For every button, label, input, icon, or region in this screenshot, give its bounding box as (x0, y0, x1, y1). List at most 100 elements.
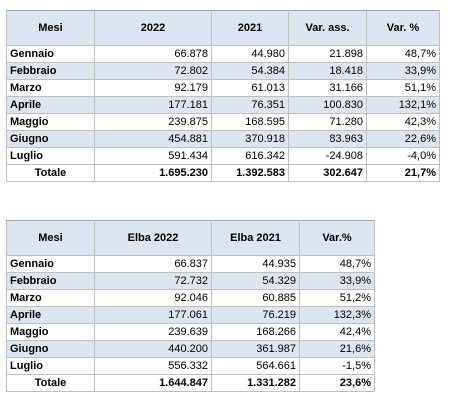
cell-value: 33,9% (366, 62, 440, 80)
table-total-row: Totale 1.695.230 1.392.583 302.647 21,7% (6, 164, 440, 182)
cell-value: 21.898 (288, 45, 367, 63)
cell-total-value: 302.647 (288, 164, 367, 182)
cell-value: 54.384 (211, 62, 289, 80)
table-row: Gennaio 66.878 44.980 21.898 48,7% (6, 45, 440, 63)
cell-value: 33,9% (299, 272, 375, 290)
cell-value: 18.418 (288, 62, 367, 80)
cell-value: 76.351 (211, 96, 289, 114)
column-header-2021: 2021 (211, 10, 289, 46)
cell-value: -4,0% (366, 147, 440, 165)
cell-value: 370.918 (211, 130, 289, 148)
cell-month: Marzo (6, 79, 95, 97)
cell-value: -1,5% (299, 357, 375, 375)
cell-value: 132,1% (366, 96, 440, 114)
cell-value: 76.219 (211, 306, 300, 324)
table-row: Febbraio 72.732 54.329 33,9% (6, 272, 375, 290)
cell-value: 239.639 (94, 323, 212, 341)
cell-value: 92.046 (94, 289, 212, 307)
cell-total-label: Totale (6, 164, 95, 182)
cell-total-value: 23,6% (299, 374, 375, 392)
cell-month: Aprile (6, 306, 95, 324)
cell-value: 22,6% (366, 130, 440, 148)
table-row: Marzo 92.046 60.885 51,2% (6, 289, 375, 307)
cell-total-value: 1.331.282 (211, 374, 300, 392)
cell-total-value: 1.644.847 (94, 374, 212, 392)
table-header-row: Mesi Elba 2022 Elba 2021 Var.% (6, 220, 375, 256)
cell-month: Maggio (6, 323, 95, 341)
column-header-var-ass: Var. ass. (288, 10, 367, 46)
table-total-row: Totale 1.644.847 1.331.282 23,6% (6, 374, 375, 392)
table-row: Giugno 454.881 370.918 83.963 22,6% (6, 130, 440, 148)
cell-value: 361.987 (211, 340, 300, 358)
cell-value: 83.963 (288, 130, 367, 148)
cell-total-value: 1.695.230 (94, 164, 212, 182)
cell-month: Marzo (6, 289, 95, 307)
cell-value: 132,3% (299, 306, 375, 324)
cell-value: 54.329 (211, 272, 300, 290)
cell-value: 31.166 (288, 79, 367, 97)
cell-value: 168.595 (211, 113, 289, 131)
cell-value: 72.732 (94, 272, 212, 290)
table-row: Maggio 239.639 168.266 42,4% (6, 323, 375, 341)
cell-value: 44.980 (211, 45, 289, 63)
table-monthly-comparison: Mesi 2022 2021 Var. ass. Var. % Gennaio … (6, 10, 440, 182)
cell-value: 454.881 (94, 130, 212, 148)
cell-total-label: Totale (6, 374, 95, 392)
table-row: Luglio 556.332 564.661 -1,5% (6, 357, 375, 375)
cell-value: 61.013 (211, 79, 289, 97)
cell-value: 177.181 (94, 96, 212, 114)
cell-value: 177.061 (94, 306, 212, 324)
cell-value: 21,6% (299, 340, 375, 358)
cell-value: 92.179 (94, 79, 212, 97)
cell-total-value: 21,7% (366, 164, 440, 182)
table-row: Gennaio 66.837 44.935 48,7% (6, 255, 375, 273)
cell-month: Luglio (6, 357, 95, 375)
table-row: Aprile 177.061 76.219 132,3% (6, 306, 375, 324)
cell-value: 66.837 (94, 255, 212, 273)
cell-month: Gennaio (6, 255, 95, 273)
cell-month: Febbraio (6, 62, 95, 80)
cell-value: 44.935 (211, 255, 300, 273)
cell-value: 440.200 (94, 340, 212, 358)
table-header-row: Mesi 2022 2021 Var. ass. Var. % (6, 10, 440, 46)
table-row: Giugno 440.200 361.987 21,6% (6, 340, 375, 358)
column-header-var-pct: Var.% (299, 220, 375, 256)
column-header-2022: 2022 (94, 10, 212, 46)
cell-month: Gennaio (6, 45, 95, 63)
cell-value: 100.830 (288, 96, 367, 114)
cell-month: Giugno (6, 130, 95, 148)
cell-value: 168.266 (211, 323, 300, 341)
cell-value: 564.661 (211, 357, 300, 375)
cell-value: 48,7% (299, 255, 375, 273)
cell-value: 591.434 (94, 147, 212, 165)
cell-month: Luglio (6, 147, 95, 165)
cell-value: 72.802 (94, 62, 212, 80)
cell-value: 48,7% (366, 45, 440, 63)
column-header-elba-2021: Elba 2021 (211, 220, 300, 256)
cell-total-value: 1.392.583 (211, 164, 289, 182)
table-row: Marzo 92.179 61.013 31.166 51,1% (6, 79, 440, 97)
cell-value: 60.885 (211, 289, 300, 307)
cell-value: -24.908 (288, 147, 367, 165)
cell-month: Febbraio (6, 272, 95, 290)
table-row: Maggio 239.875 168.595 71.280 42,3% (6, 113, 440, 131)
cell-value: 556.332 (94, 357, 212, 375)
column-header-mesi: Mesi (6, 10, 95, 46)
cell-month: Giugno (6, 340, 95, 358)
cell-value: 51,1% (366, 79, 440, 97)
table-row: Febbraio 72.802 54.384 18.418 33,9% (6, 62, 440, 80)
cell-month: Maggio (6, 113, 95, 131)
cell-value: 616.342 (211, 147, 289, 165)
column-header-mesi: Mesi (6, 220, 95, 256)
cell-value: 42,4% (299, 323, 375, 341)
cell-value: 66.878 (94, 45, 212, 63)
table-elba-comparison: Mesi Elba 2022 Elba 2021 Var.% Gennaio 6… (6, 220, 375, 392)
table-row: Aprile 177.181 76.351 100.830 132,1% (6, 96, 440, 114)
column-header-elba-2022: Elba 2022 (94, 220, 212, 256)
table-row: Luglio 591.434 616.342 -24.908 -4,0% (6, 147, 440, 165)
cell-value: 42,3% (366, 113, 440, 131)
cell-value: 71.280 (288, 113, 367, 131)
cell-value: 239.875 (94, 113, 212, 131)
cell-month: Aprile (6, 96, 95, 114)
cell-value: 51,2% (299, 289, 375, 307)
